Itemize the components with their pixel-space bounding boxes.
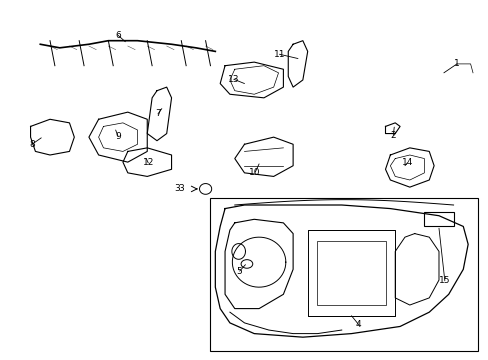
Text: 10: 10 — [249, 168, 261, 177]
Bar — [307, 230, 394, 316]
Text: 14: 14 — [401, 158, 412, 167]
Text: 6: 6 — [115, 31, 121, 40]
Text: 3: 3 — [178, 184, 184, 193]
Text: 8: 8 — [29, 140, 35, 149]
Text: 3: 3 — [174, 184, 180, 193]
Text: 2: 2 — [390, 131, 395, 140]
Text: 13: 13 — [227, 75, 239, 84]
Text: 5: 5 — [236, 267, 242, 276]
Bar — [317, 241, 385, 305]
Text: 4: 4 — [355, 320, 361, 329]
Text: 7: 7 — [155, 109, 161, 118]
Text: 1: 1 — [453, 59, 459, 68]
Text: 11: 11 — [273, 50, 285, 59]
Text: 9: 9 — [115, 132, 121, 141]
Bar — [424, 212, 453, 226]
Text: 15: 15 — [438, 276, 449, 285]
Bar — [210, 198, 477, 351]
Text: 12: 12 — [142, 158, 154, 167]
